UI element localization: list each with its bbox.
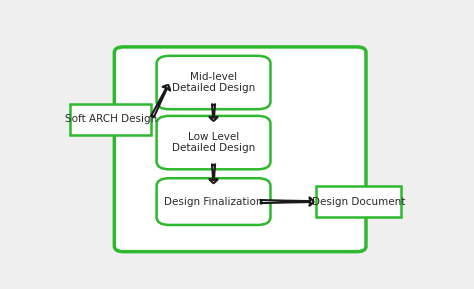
FancyBboxPatch shape [114, 47, 366, 252]
FancyBboxPatch shape [156, 178, 271, 225]
Text: Soft ARCH Design: Soft ARCH Design [64, 114, 157, 124]
FancyBboxPatch shape [316, 186, 401, 217]
Text: Design Finalization: Design Finalization [164, 197, 263, 207]
FancyBboxPatch shape [70, 104, 151, 135]
Text: Mid-level
Detailed Design: Mid-level Detailed Design [172, 72, 255, 93]
Text: Low Level
Detailed Design: Low Level Detailed Design [172, 132, 255, 153]
Text: Design Document: Design Document [312, 197, 405, 207]
FancyBboxPatch shape [156, 56, 271, 109]
FancyBboxPatch shape [156, 116, 271, 169]
